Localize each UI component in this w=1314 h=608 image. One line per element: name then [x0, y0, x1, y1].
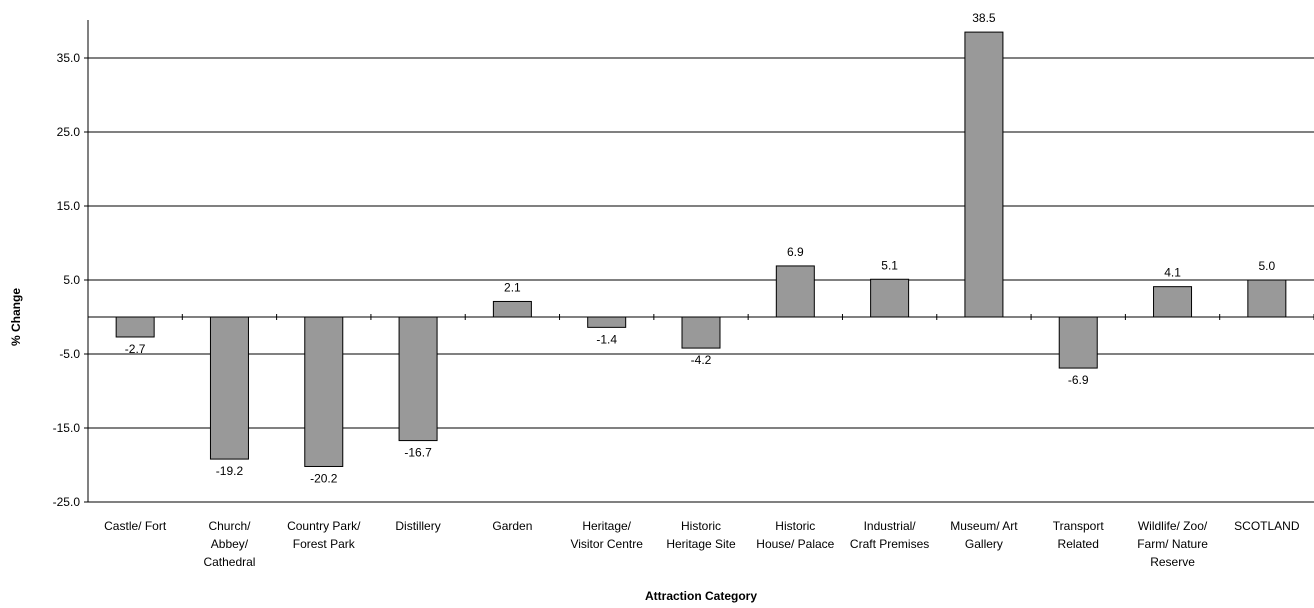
- category-label: Church/Abbey/Cathedral: [203, 519, 255, 569]
- category-label: Historic House/ Palace: [756, 519, 834, 551]
- bar: [304, 316, 344, 467]
- data-label: 5.1: [881, 258, 898, 272]
- bar: [209, 316, 249, 460]
- bar: [1153, 286, 1193, 318]
- y-tick-label: 25.0: [57, 125, 81, 139]
- category-labels: Castle/ Fort Church/Abbey/Cathedral Countr…: [104, 519, 1300, 569]
- y-tick-label: 35.0: [57, 51, 81, 65]
- y-tick-label: -25.0: [53, 495, 81, 509]
- data-label: -1.4: [596, 332, 617, 346]
- category-label: SCOTLAND: [1234, 519, 1300, 533]
- data-label: -20.2: [310, 471, 338, 485]
- data-label: 4.1: [1164, 266, 1181, 280]
- y-tick-label: 5.0: [63, 273, 80, 287]
- data-label: -19.2: [216, 464, 244, 478]
- x-axis-title: Attraction Category: [645, 589, 757, 603]
- data-label: -6.9: [1068, 373, 1089, 387]
- data-label: 6.9: [787, 245, 804, 259]
- category-label: Industrial/Craft Premises: [850, 519, 929, 551]
- data-label: 2.1: [504, 280, 521, 294]
- data-labels: -2.7 -19.2 -20.2 -16.7 2.1 -1.4 -4.2 6.9 5.1 38.5…: [125, 11, 1276, 485]
- data-label: 5.0: [1259, 259, 1276, 273]
- y-tick-labels: 35.0 25.0 15.0 5.0 -5.0 -15.0 -25.0: [53, 51, 81, 509]
- category-label: Heritage/Visitor Centre: [570, 519, 643, 551]
- bar: [681, 316, 721, 349]
- bar: [492, 300, 532, 318]
- category-label: Wildlife/ Zoo/Farm/ Nature Reserve: [1137, 519, 1208, 569]
- category-label: Garden: [492, 519, 532, 533]
- y-axis-title: % Change: [9, 288, 23, 346]
- data-label: -4.2: [691, 353, 712, 367]
- category-label: Distillery: [395, 519, 440, 533]
- data-label: 38.5: [972, 11, 996, 25]
- category-label: Museum/ Art Gallery: [950, 519, 1018, 551]
- bar: [1058, 316, 1098, 369]
- data-label: -16.7: [404, 446, 432, 460]
- category-label: Country Park/Forest Park: [287, 519, 361, 551]
- axes: [84, 20, 1314, 503]
- bar: [1247, 279, 1287, 318]
- bar: [870, 278, 910, 318]
- bar: [964, 31, 1004, 318]
- bars: [115, 31, 1287, 467]
- data-label: -2.7: [125, 342, 146, 356]
- category-label: Transport Related: [1053, 519, 1105, 551]
- category-label: Historic Heritage Site: [666, 519, 736, 551]
- bar: [398, 316, 438, 442]
- y-tick-label: -15.0: [53, 421, 81, 435]
- bar: [775, 265, 815, 318]
- y-tick-label: 15.0: [57, 199, 81, 213]
- bar: [115, 316, 155, 338]
- bar: [587, 316, 627, 328]
- y-tick-label: -5.0: [59, 347, 80, 361]
- category-label: Castle/ Fort: [104, 519, 167, 533]
- gridlines: [88, 57, 1314, 429]
